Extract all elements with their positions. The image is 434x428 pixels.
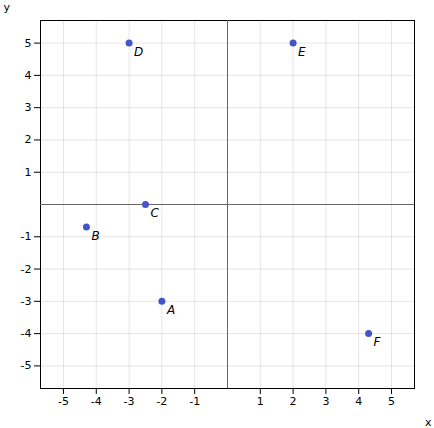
svg-text:B: B <box>91 229 99 243</box>
svg-text:-1: -1 <box>21 230 32 243</box>
svg-text:3: 3 <box>25 101 32 114</box>
svg-text:5: 5 <box>25 37 32 50</box>
svg-text:-2: -2 <box>156 395 167 408</box>
svg-text:4: 4 <box>25 69 32 82</box>
svg-text:-3: -3 <box>124 395 135 408</box>
svg-text:4: 4 <box>355 395 362 408</box>
svg-text:A: A <box>166 303 175 317</box>
svg-text:3: 3 <box>322 395 329 408</box>
svg-text:-4: -4 <box>91 395 102 408</box>
svg-text:-5: -5 <box>58 395 69 408</box>
svg-text:y: y <box>4 1 11 14</box>
svg-text:1: 1 <box>25 166 32 179</box>
svg-text:-5: -5 <box>21 359 32 372</box>
svg-text:x: x <box>425 416 432 428</box>
svg-text:-4: -4 <box>21 327 32 340</box>
svg-text:2: 2 <box>25 133 32 146</box>
svg-text:E: E <box>298 45 306 59</box>
svg-text:5: 5 <box>388 395 395 408</box>
svg-text:1: 1 <box>257 395 264 408</box>
svg-text:C: C <box>150 206 159 220</box>
svg-text:-2: -2 <box>21 263 32 276</box>
svg-text:-3: -3 <box>21 295 32 308</box>
svg-text:D: D <box>134 45 143 59</box>
svg-text:-1: -1 <box>189 395 200 408</box>
svg-text:F: F <box>374 335 382 349</box>
svg-text:2: 2 <box>290 395 297 408</box>
